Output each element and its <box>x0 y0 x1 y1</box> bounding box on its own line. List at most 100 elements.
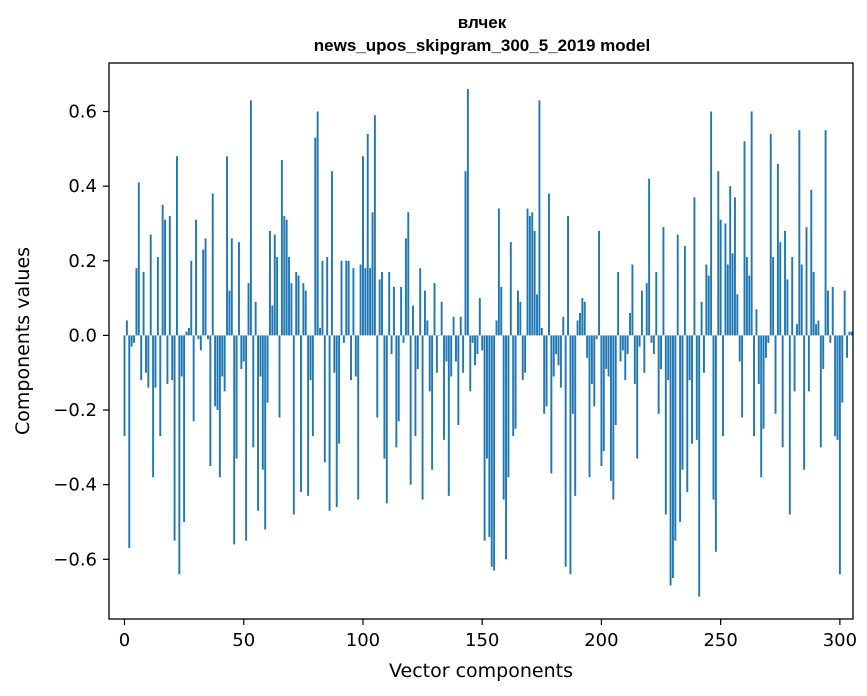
bar-262 <box>748 275 751 336</box>
bar-75 <box>302 283 305 336</box>
bar-30 <box>195 219 197 336</box>
bar-97 <box>354 335 357 377</box>
bar-281 <box>793 335 796 392</box>
y-tick-label: 0.0 <box>68 325 97 346</box>
bar-292 <box>819 335 822 448</box>
bar-67 <box>283 215 286 336</box>
bar-238 <box>691 335 693 444</box>
bar-195 <box>588 335 591 478</box>
bar-78 <box>309 335 312 381</box>
bar-272 <box>772 257 775 336</box>
bar-191 <box>579 313 581 336</box>
x-tick-label: 300 <box>823 630 857 651</box>
bar-152 <box>486 335 488 459</box>
bar-168 <box>524 335 527 373</box>
bar-95 <box>350 335 352 381</box>
bar-278 <box>786 279 789 336</box>
bar-57 <box>259 335 262 377</box>
bar-265 <box>755 309 758 336</box>
bar-47 <box>235 335 238 459</box>
bar-16 <box>161 204 164 336</box>
x-tick-label: 150 <box>465 630 499 651</box>
bar-84 <box>323 335 326 463</box>
bar-133 <box>440 301 443 336</box>
bar-173 <box>536 294 538 336</box>
bar-28 <box>190 260 193 336</box>
bar-82 <box>319 327 321 336</box>
bar-194 <box>586 335 589 358</box>
bar-55 <box>254 301 257 336</box>
x-tick-label: 50 <box>232 630 255 651</box>
bar-154 <box>490 335 493 567</box>
bar-166 <box>519 301 522 336</box>
bar-100 <box>362 156 364 336</box>
bar-122 <box>414 335 417 437</box>
bar-284 <box>800 264 803 336</box>
bar-155 <box>493 335 496 571</box>
bar-157 <box>497 208 500 336</box>
bar-65 <box>278 335 281 418</box>
bar-124 <box>419 268 422 336</box>
bar-145 <box>469 335 472 392</box>
bar-298 <box>834 335 837 437</box>
bar-235 <box>683 245 686 336</box>
bar-189 <box>574 335 577 496</box>
bar-6 <box>137 182 140 336</box>
bar-26 <box>185 331 188 336</box>
plot-area-frame <box>108 62 854 620</box>
bar-56 <box>257 335 259 511</box>
bar-12 <box>152 335 155 478</box>
bar-151 <box>483 335 486 541</box>
bar-210 <box>624 335 627 381</box>
bar-297 <box>831 286 834 336</box>
bar-8 <box>142 271 145 336</box>
bar-70 <box>290 283 293 336</box>
bar-59 <box>264 335 267 530</box>
bar-197 <box>593 335 596 407</box>
bar-244 <box>705 264 708 336</box>
bar-110 <box>385 335 388 504</box>
bar-169 <box>526 208 529 336</box>
bar-273 <box>774 335 777 414</box>
bar-19 <box>168 215 171 336</box>
bar-274 <box>776 163 779 336</box>
bar-134 <box>443 335 445 440</box>
bar-93 <box>345 260 348 336</box>
chart-subtitle: news_upos_skipgram_300_5_2019 model <box>314 36 650 55</box>
bar-257 <box>736 294 739 336</box>
bar-120 <box>409 335 412 485</box>
x-axis: 0 50 100 150 200 250 300 <box>119 619 857 651</box>
bar-275 <box>779 242 782 336</box>
bar-92 <box>342 335 345 343</box>
bar-192 <box>581 298 584 336</box>
bar-91 <box>340 260 343 336</box>
bar-242 <box>700 301 703 336</box>
bar-261 <box>745 257 748 336</box>
bar-251 <box>722 335 724 437</box>
bar-4 <box>133 335 135 343</box>
bar-119 <box>407 212 410 336</box>
bar-34 <box>204 238 207 336</box>
bar-174 <box>538 100 541 336</box>
bar-228 <box>667 335 670 381</box>
bar-254 <box>729 186 732 336</box>
bar-40 <box>218 335 221 478</box>
bar-73 <box>297 275 300 336</box>
bar-25 <box>183 335 186 522</box>
bar-224 <box>657 335 660 414</box>
bar-190 <box>576 320 579 336</box>
y-tick-label: 0.6 <box>68 102 97 123</box>
bar-193 <box>583 301 586 336</box>
bar-137 <box>450 335 453 377</box>
bar-118 <box>404 238 407 336</box>
bar-108 <box>381 271 383 336</box>
bar-142 <box>462 335 465 373</box>
bar-98 <box>357 335 360 500</box>
bar-104 <box>371 212 374 336</box>
bar-44 <box>228 290 231 336</box>
bar-204 <box>610 335 612 481</box>
bar-74 <box>300 335 302 493</box>
bar-258 <box>738 335 741 362</box>
bar-245 <box>707 275 710 336</box>
